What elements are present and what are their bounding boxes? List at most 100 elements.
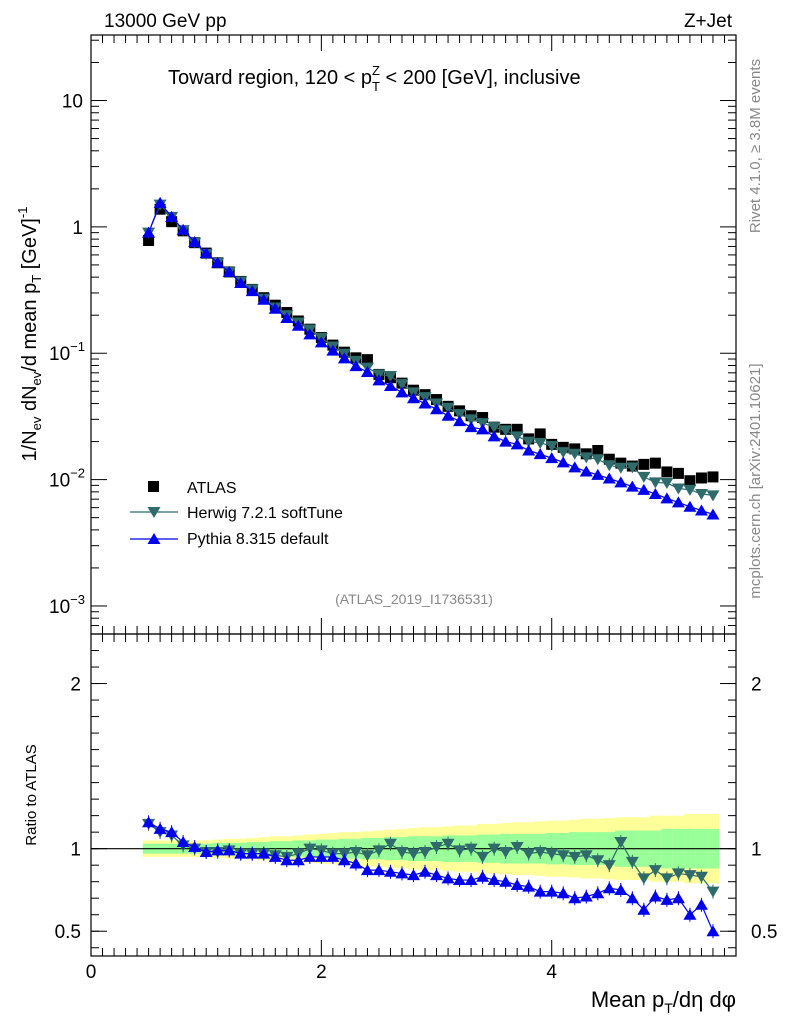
ratio-point-1-35 (545, 885, 559, 897)
main-y-tick-label: 10−1 (49, 339, 85, 365)
main-point-2-34 (533, 448, 547, 460)
main-point-2-9 (245, 285, 259, 297)
main-point-2-1 (153, 196, 167, 208)
ratio-point-1-38 (579, 890, 593, 902)
ratio-point-1-1 (153, 822, 167, 834)
ratio-point-1-33 (522, 880, 536, 892)
ratio-y-tick-label: 2 (70, 675, 81, 696)
ratio-point-1-24 (418, 865, 432, 877)
main-point-1-26 (441, 402, 455, 414)
legend-atlas-label: ATLAS (187, 480, 237, 497)
main-point-2-35 (545, 452, 559, 464)
main-point-2-31 (499, 435, 513, 447)
ratio-point-0-42 (625, 856, 639, 868)
main-point-1-21 (383, 371, 397, 383)
ratio-point-0-24 (418, 846, 432, 858)
ratio-point-1-6 (211, 844, 225, 856)
main-y-ticks: 10 1 10−1 10−2 10−3 (49, 92, 736, 618)
ratio-point-1-48 (694, 898, 708, 910)
main-point-2-19 (360, 366, 374, 378)
legend-pythia-marker-icon (147, 533, 161, 544)
ratio-point-1-13 (291, 854, 305, 866)
main-point-0-0 (143, 235, 155, 247)
main-point-2-21 (383, 380, 397, 392)
main-point-2-42 (625, 480, 639, 492)
main-point-1-48 (694, 488, 708, 500)
ratio-point-1-28 (464, 874, 478, 886)
ratio-point-1-22 (395, 867, 409, 879)
main-point-2-44 (648, 487, 662, 499)
main-y-tick-label: 10 (62, 92, 83, 113)
legend-item-atlas: ATLAS (148, 480, 237, 497)
main-point-1-42 (625, 462, 639, 474)
main-point-1-22 (395, 379, 409, 391)
main-point-1-28 (464, 414, 478, 426)
ratio-point-0-22 (395, 846, 409, 858)
main-point-2-45 (660, 492, 674, 504)
main-point-2-6 (211, 256, 225, 268)
ratio-point-1-23 (407, 869, 420, 881)
main-point-2-14 (303, 328, 317, 340)
main-point-2-16 (326, 344, 340, 356)
ratio-point-0-44 (648, 865, 662, 877)
main-point-2-49 (706, 508, 720, 520)
main-point-1-39 (591, 454, 605, 466)
analysis-id-label: (ATLAS_2019_I1736531) (335, 591, 493, 607)
ratio-x-tick-label: 2 (316, 962, 327, 983)
ratio-point-1-47 (683, 908, 697, 920)
main-point-0-49 (707, 471, 719, 483)
ratio-point-1-4 (188, 841, 202, 853)
rivet-version-label: Rivet 4.1.0, ≥ 3.8M events (747, 59, 764, 233)
main-point-2-37 (568, 461, 582, 473)
main-point-0-45 (661, 466, 673, 478)
ratio-point-0-20 (372, 845, 386, 857)
ratio-point-0-19 (360, 850, 374, 862)
main-point-1-35 (545, 440, 559, 452)
main-plot-panel: 10 1 10−1 10−2 10−3 Toward region, 120 < pZ T… (15, 34, 737, 635)
ratio-x-tick-label: 0 (86, 962, 97, 983)
main-point-1-27 (453, 409, 467, 421)
ratio-point-1-43 (637, 903, 651, 915)
main-point-2-4 (188, 235, 202, 247)
main-series-line-1 (148, 203, 714, 496)
ratio-point-0-41 (614, 837, 628, 849)
ratio-y-tick-label-right: 2 (751, 675, 762, 696)
main-point-2-46 (671, 496, 685, 508)
ratio-point-1-32 (510, 878, 524, 890)
ratio-point-0-38 (579, 850, 593, 862)
main-point-1-43 (637, 471, 651, 483)
legend-atlas-marker-icon (148, 481, 159, 492)
main-point-2-41 (614, 476, 628, 488)
ratio-plot-panel: 2 2 1 1 0.5 0.5 0 2 4 Ratio to ATLAS Mean pT/dη… (23, 633, 777, 1016)
ratio-point-0-45 (660, 873, 674, 885)
ratio-point-0-21 (383, 838, 397, 850)
main-point-2-27 (453, 415, 467, 427)
ratio-point-0-37 (568, 851, 582, 863)
main-point-2-10 (257, 293, 271, 305)
main-point-0-47 (684, 475, 696, 487)
ratio-point-0-33 (522, 848, 536, 860)
main-point-2-43 (637, 483, 651, 495)
ratio-point-1-16 (326, 850, 340, 862)
legend-herwig-label: Herwig 7.2.1 softTune (187, 505, 343, 522)
main-point-0-29 (477, 412, 489, 424)
main-point-2-22 (395, 386, 409, 398)
chart-title: Toward region, 120 < pZ T < 200 [GeV], in… (168, 63, 581, 94)
ratio-y-axis-label: Ratio to ATLAS (23, 744, 40, 845)
ratio-point-0-48 (694, 871, 708, 883)
ratio-x-tick-label: 4 (546, 962, 557, 983)
main-y-tick-label: 10−2 (49, 466, 85, 492)
main-point-1-45 (660, 478, 674, 490)
main-point-0-19 (361, 354, 373, 366)
main-point-2-33 (522, 444, 536, 456)
ratio-point-1-36 (556, 887, 570, 899)
ratio-point-1-44 (648, 890, 662, 902)
main-point-2-40 (602, 472, 616, 484)
header-energy-label: 13000 GeV pp (104, 11, 227, 32)
ratio-point-0-36 (556, 850, 570, 862)
main-point-1-32 (510, 431, 524, 443)
ratio-point-0-26 (441, 838, 455, 850)
main-point-1-30 (487, 422, 501, 434)
main-point-2-28 (464, 421, 478, 433)
ratio-point-1-11 (268, 850, 282, 862)
